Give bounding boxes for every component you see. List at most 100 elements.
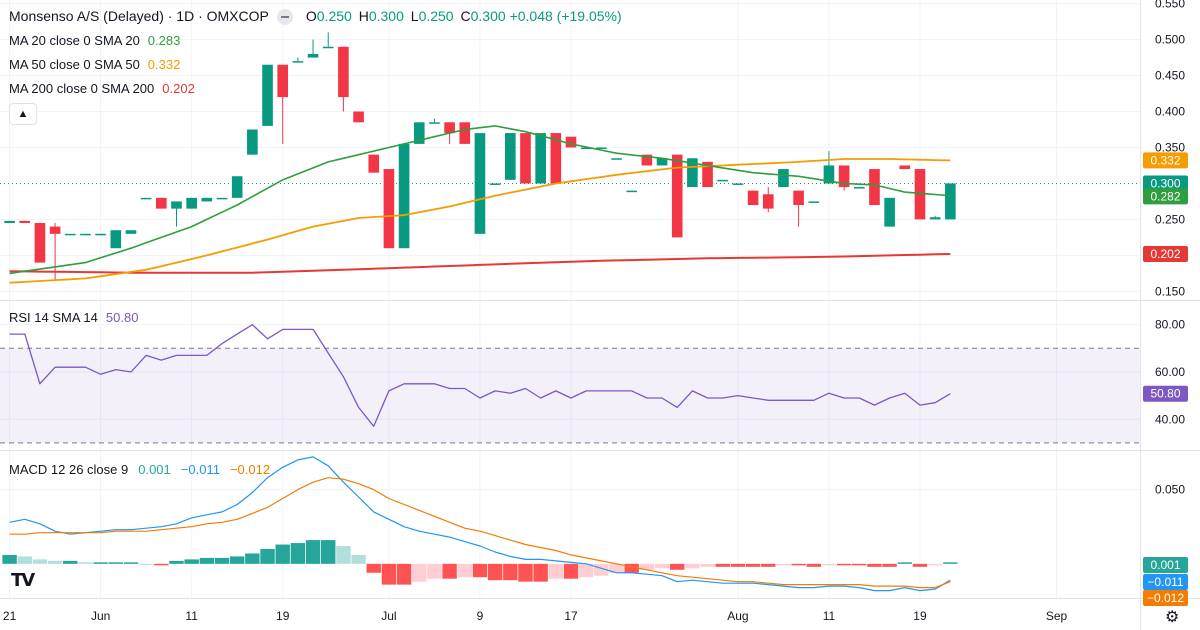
macd-hist-bar	[381, 563, 397, 585]
macd-hist-bar	[867, 563, 882, 567]
macd-label: MACD 12 26 close 9	[9, 462, 129, 477]
ma200-legend[interactable]: MA 200 close 0 SMA 200 0.202	[9, 81, 195, 96]
ma20-legend[interactable]: MA 20 close 0 SMA 20 0.283	[9, 33, 180, 48]
candle-body	[732, 183, 744, 185]
ma50-legend[interactable]: MA 50 close 0 SMA 50 0.332	[9, 57, 180, 72]
macd-hist-badge: 0.001	[1150, 558, 1180, 572]
gear-icon[interactable]: ⚙	[1165, 609, 1180, 626]
macd-hist-bar	[806, 563, 821, 567]
macd-hist-bar	[457, 563, 472, 578]
macd-hist-bar	[594, 563, 609, 576]
candle-body	[64, 233, 76, 236]
macd-hist-bar	[63, 560, 78, 564]
price-pane[interactable]	[0, 32, 1140, 284]
macd-value-line: −0.011	[180, 462, 220, 477]
ma200-label: MA 200 close 0 SMA 200	[9, 81, 155, 96]
rsi-tick-label: 40.00	[1155, 412, 1185, 426]
sma50-line	[9, 158, 951, 284]
ma20-badge-bg	[1143, 188, 1188, 205]
candle-body	[140, 197, 152, 200]
candle-body	[49, 226, 61, 234]
candle-body	[747, 190, 759, 206]
macd-pane[interactable]	[2, 456, 958, 592]
x-tick-label: 21	[3, 609, 17, 623]
macd-hist-bar	[745, 563, 761, 567]
macd-tick-label: 0.050	[1155, 483, 1185, 497]
candle-body	[156, 197, 167, 209]
macd-hist-bar	[169, 560, 184, 564]
macd-hist-bar	[472, 563, 488, 578]
price-tick-label: 0.450	[1155, 69, 1185, 83]
macd-hist-bar	[275, 544, 290, 564]
candle-body	[929, 217, 941, 220]
candle-body	[4, 220, 15, 224]
x-tick-label: 19	[276, 609, 290, 623]
candle-body	[262, 64, 273, 126]
candle-body	[322, 46, 334, 49]
macd-signal-line	[9, 477, 951, 589]
x-tick-label: Jul	[381, 609, 396, 623]
macd-hist-bar	[32, 559, 48, 564]
macd-hist-bar	[290, 543, 306, 564]
symbol-legend[interactable]: Monsenso A/S (Delayed) · 1D · OMXCOP O0.2…	[9, 8, 622, 26]
ohlc-close-key: C	[460, 8, 471, 24]
macd-hist-bar	[897, 562, 913, 564]
candle-body	[899, 165, 911, 170]
macd-legend[interactable]: MACD 12 26 close 9 0.001 −0.011 −0.012	[9, 462, 270, 477]
macd-hist-bar	[776, 563, 791, 566]
macd-hist-bar	[791, 563, 806, 566]
macd-line-badge-bg	[1143, 574, 1188, 590]
macd-hist-bar	[78, 562, 93, 564]
candle-body	[580, 147, 592, 149]
x-tick-label: Sep	[1046, 609, 1068, 623]
x-tick-label: 17	[564, 609, 578, 623]
candle-body	[444, 122, 455, 134]
rsi-legend[interactable]: RSI 14 SMA 14 50.80	[9, 310, 138, 325]
macd-hist-bar	[578, 563, 594, 578]
macd-hist-bar	[912, 563, 928, 567]
candle-body	[823, 165, 835, 184]
macd-value-signal: −0.012	[229, 462, 271, 477]
candle-body	[277, 64, 289, 98]
candle-body	[368, 154, 380, 173]
candle-body	[550, 133, 562, 184]
candle-body	[338, 46, 349, 98]
ma200-value: 0.202	[162, 81, 195, 96]
candle-body	[671, 154, 683, 238]
rsi-line	[9, 324, 951, 427]
ma20-label: MA 20 close 0 SMA 20	[9, 33, 140, 48]
macd-hist-bar	[670, 563, 685, 570]
chevron-up-icon[interactable]: ▲	[9, 103, 37, 125]
price-tick-label: 0.150	[1155, 284, 1185, 298]
candle-body	[34, 223, 46, 263]
rsi-pane[interactable]	[0, 324, 1140, 444]
macd-hist-bar	[427, 563, 442, 579]
macd-hist-badge-bg	[1143, 557, 1188, 573]
ohlc-high-key: H	[358, 8, 369, 24]
candle-body	[353, 111, 364, 123]
ma50-badge-bg	[1143, 152, 1188, 169]
minus-circle-icon[interactable]	[276, 9, 293, 26]
candle-body	[80, 233, 91, 236]
rsi-value: 50.80	[105, 310, 139, 325]
macd-hist-bar	[609, 563, 624, 573]
ohlc-low-value: 0.250	[418, 8, 454, 24]
rsi-label: RSI 14 SMA 14	[9, 310, 98, 325]
candle-body	[307, 53, 319, 58]
candle-body	[778, 169, 789, 188]
candle-body	[398, 143, 410, 249]
ma20-badge: 0.282	[1150, 189, 1180, 203]
x-tick-label: 9	[477, 609, 484, 623]
macd-hist-bar	[548, 563, 564, 579]
macd-signal-badge: −0.012	[1147, 591, 1184, 605]
x-tick-label: Aug	[727, 609, 748, 623]
macd-hist-bar	[47, 560, 63, 564]
price-change: +0.048 (+19.05%)	[509, 8, 622, 24]
ma200-badge-bg	[1143, 245, 1188, 262]
macd-hist-bar	[685, 563, 700, 569]
ma20-value: 0.283	[147, 33, 181, 48]
candle-body	[429, 122, 440, 124]
last-price-badge: 0.300	[1150, 176, 1180, 190]
